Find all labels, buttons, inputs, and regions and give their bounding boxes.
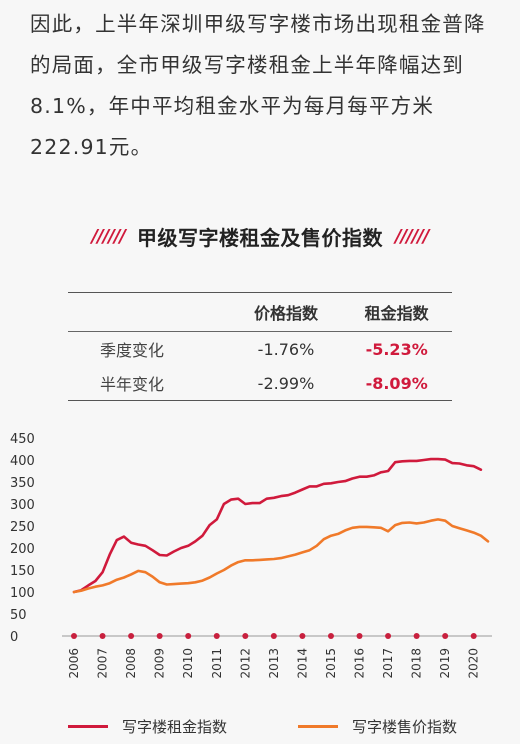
table-row: 半年变化 -2.99% -8.09% bbox=[68, 366, 452, 401]
x-tick-label: 2008 bbox=[124, 648, 138, 679]
x-tick-label: 2007 bbox=[96, 648, 110, 679]
price-change: -2.99% bbox=[230, 366, 342, 401]
x-tick-dot bbox=[99, 633, 106, 639]
legend-label-rent: 写字楼租金指数 bbox=[122, 718, 228, 736]
x-tick-dot bbox=[356, 633, 363, 639]
series-line-price bbox=[72, 518, 490, 594]
x-tick-label: 2006 bbox=[67, 648, 81, 679]
section-heading: ////// 甲级写字楼租金及售价指数 ////// bbox=[0, 218, 520, 254]
price-change: -1.76% bbox=[257, 339, 315, 359]
chart-legend: 写字楼租金指数 写字楼售价指数 bbox=[0, 716, 520, 738]
x-tick-label: 2020 bbox=[467, 648, 481, 679]
table-header-price: 价格指数 bbox=[230, 292, 342, 332]
y-tick-label: 350 bbox=[10, 476, 35, 491]
table-header-rent: 租金指数 bbox=[341, 292, 452, 332]
row-label: 半年变化 bbox=[68, 366, 231, 401]
rent-change: -8.09% bbox=[341, 366, 452, 401]
decorative-slashes-left: ////// bbox=[91, 225, 126, 247]
x-tick-dot bbox=[413, 633, 420, 639]
x-tick-dot bbox=[385, 633, 392, 639]
x-tick-label: 2018 bbox=[410, 648, 424, 679]
section-title: 甲级写字楼租金及售价指数 bbox=[137, 225, 383, 250]
x-tick-label: 2016 bbox=[353, 648, 367, 679]
y-tick-label: 100 bbox=[10, 586, 35, 601]
x-tick-dot bbox=[128, 633, 135, 639]
x-tick-dot bbox=[327, 633, 334, 639]
decorative-slashes-right: ////// bbox=[395, 225, 429, 247]
table-row: 季度变化 -1.76% -5.23% bbox=[68, 332, 452, 367]
legend-item-price: 写字楼售价指数 bbox=[298, 716, 457, 737]
x-tick-label: 2010 bbox=[181, 648, 195, 679]
x-tick-dot bbox=[442, 633, 449, 639]
intro-paragraph: 因此，上半年深圳甲级写字楼市场出现租金普降的局面，全市甲级写字楼租金上半年降幅达… bbox=[30, 12, 486, 159]
y-tick-label: 250 bbox=[10, 520, 35, 535]
x-tick-dot bbox=[270, 633, 277, 639]
rent-change: -5.23% bbox=[365, 339, 428, 359]
x-tick-label: 2009 bbox=[153, 648, 167, 679]
x-tick-dot bbox=[185, 633, 192, 639]
legend-swatch-rent bbox=[68, 725, 108, 728]
x-tick-label: 2015 bbox=[324, 648, 338, 679]
index-summary-table: 价格指数 租金指数 季度变化 -1.76% -5.23% 半年变化 -2.99%… bbox=[68, 292, 452, 401]
x-tick-dot bbox=[213, 633, 220, 639]
y-tick-label: 50 bbox=[10, 608, 27, 623]
legend-swatch-price bbox=[298, 725, 338, 728]
x-tick-dot bbox=[71, 633, 77, 639]
y-tick-label: 400 bbox=[10, 454, 35, 469]
x-tick-label: 2017 bbox=[381, 648, 395, 679]
x-tick-label: 2012 bbox=[238, 648, 252, 679]
table-header-blank bbox=[68, 292, 231, 332]
x-tick-label: 2019 bbox=[438, 648, 452, 679]
index-line-chart: 0 50 100 150 200 250 300 350 400 450 2006 2007 2008 2… bbox=[10, 432, 492, 679]
y-tick-label: 0 bbox=[10, 630, 18, 645]
x-tick-dot bbox=[470, 633, 477, 639]
x-tick-label: 2013 bbox=[267, 648, 281, 679]
x-tick-dot bbox=[299, 633, 306, 639]
y-tick-label: 300 bbox=[10, 498, 35, 513]
x-tick-dot bbox=[242, 633, 249, 639]
legend-label-price: 写字楼售价指数 bbox=[352, 718, 458, 736]
x-tick-label: 2011 bbox=[210, 648, 224, 679]
row-label: 季度变化 bbox=[100, 341, 165, 360]
table-header-row: 价格指数 租金指数 bbox=[68, 292, 452, 332]
y-tick-label: 200 bbox=[10, 542, 35, 557]
legend-item-rent: 写字楼租金指数 bbox=[68, 716, 227, 737]
y-tick-label: 150 bbox=[10, 564, 35, 579]
series-line-rent bbox=[72, 457, 483, 594]
x-tick-label: 2014 bbox=[295, 648, 309, 679]
x-tick-dot bbox=[156, 633, 163, 639]
y-tick-label: 450 bbox=[10, 432, 35, 447]
